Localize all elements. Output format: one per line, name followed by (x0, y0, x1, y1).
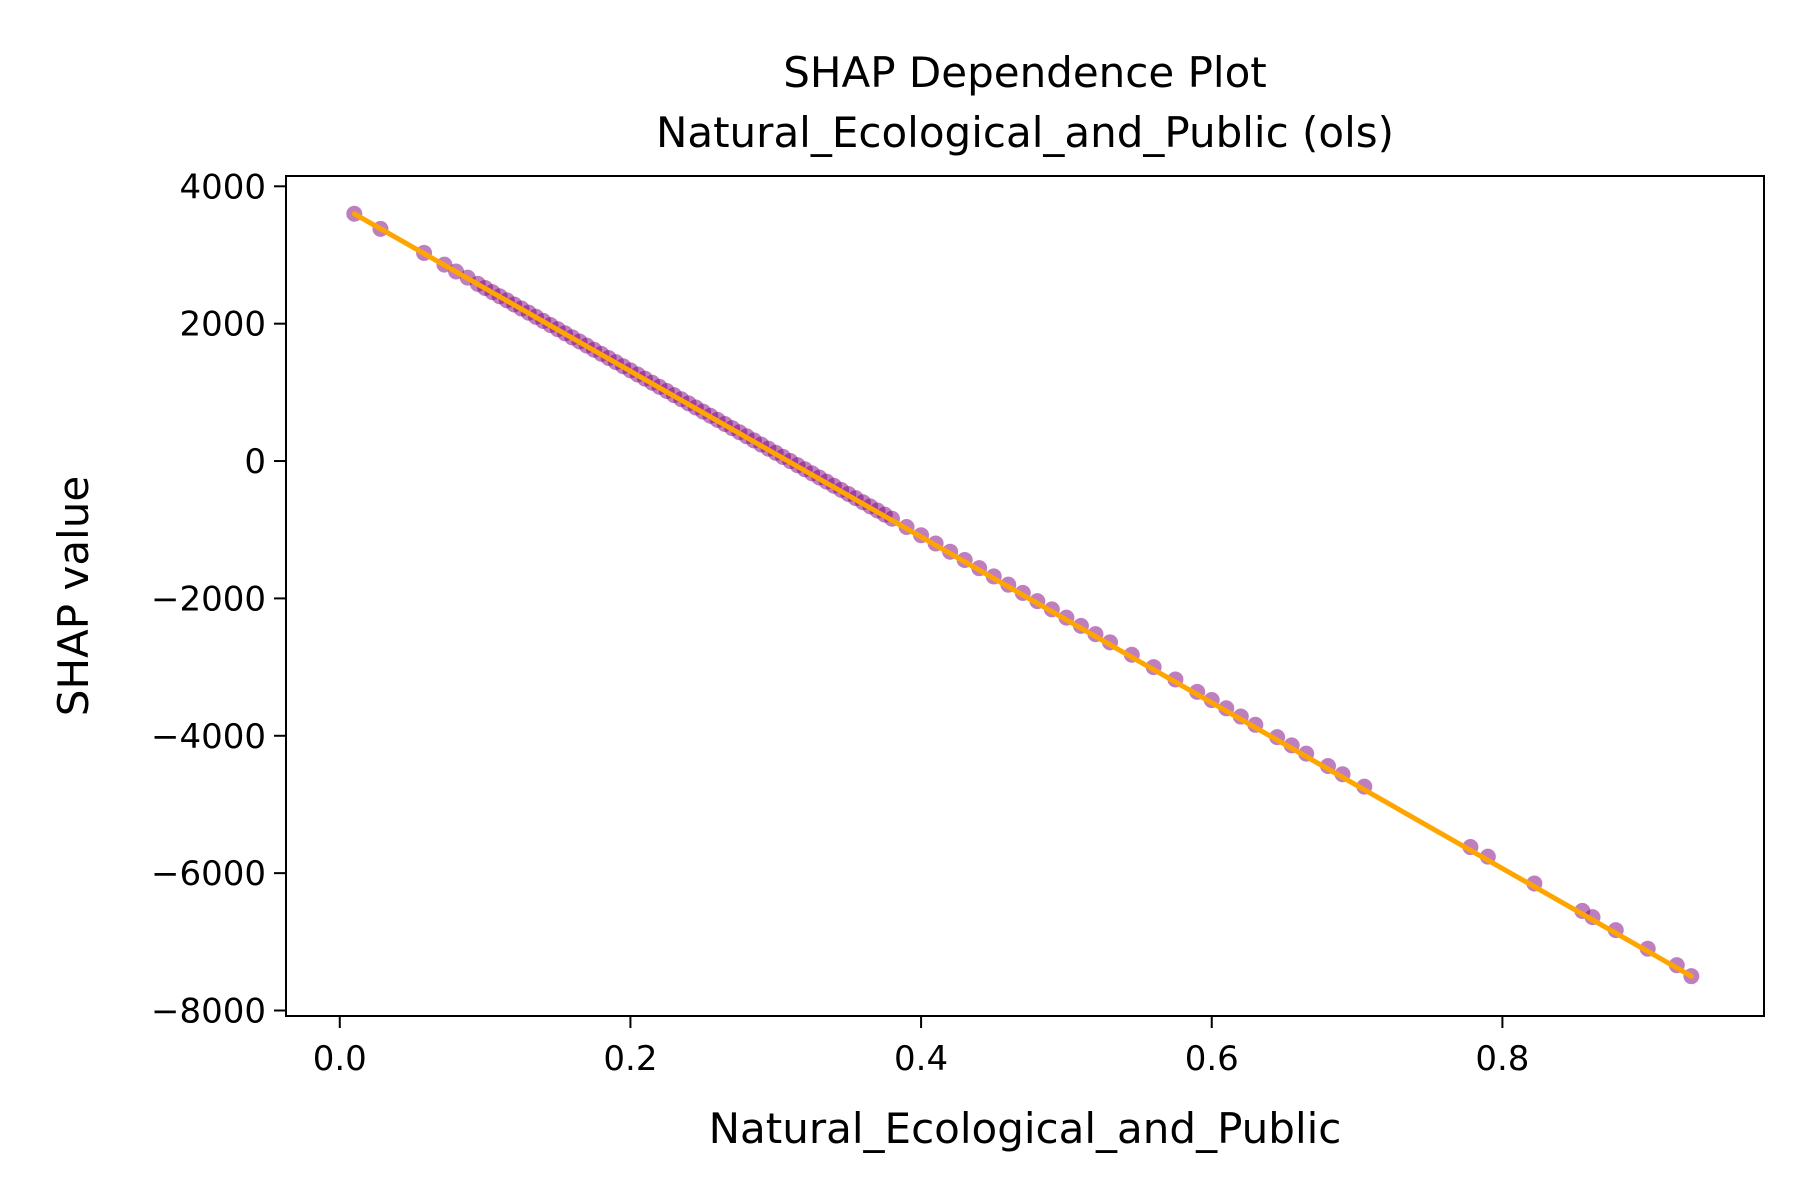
plot-frame (285, 175, 1765, 1017)
x-tick-label: 0.6 (1185, 1039, 1239, 1079)
y-tick-label: −2000 (151, 579, 266, 619)
y-tick-label: −4000 (151, 717, 266, 757)
x-tick-label: 0.2 (603, 1039, 657, 1079)
y-axis-label: SHAP value (49, 476, 98, 716)
chart-subtitle: Natural_Ecological_and_Public (ols) (656, 108, 1394, 157)
x-tick-label: 0.8 (1475, 1039, 1529, 1079)
chart-title: SHAP Dependence Plot (783, 48, 1267, 97)
x-axis-ticks: 0.0 0.2 0.4 0.6 0.8 (313, 1016, 1529, 1079)
x-tick-label: 0.0 (313, 1039, 367, 1079)
x-axis-label: Natural_Ecological_and_Public (709, 1104, 1342, 1153)
fit-line (351, 211, 1694, 979)
y-tick-label: 2000 (179, 305, 266, 345)
x-tick-label: 0.4 (894, 1039, 948, 1079)
y-tick-label: −8000 (151, 992, 266, 1032)
y-tick-label: −6000 (151, 854, 266, 894)
y-tick-label: 4000 (179, 167, 266, 207)
y-axis-ticks: 4000 2000 0 −2000 −4000 −6000 −8000 (151, 167, 286, 1032)
fit-line-layer (351, 211, 1694, 979)
y-tick-label: 0 (244, 442, 266, 482)
